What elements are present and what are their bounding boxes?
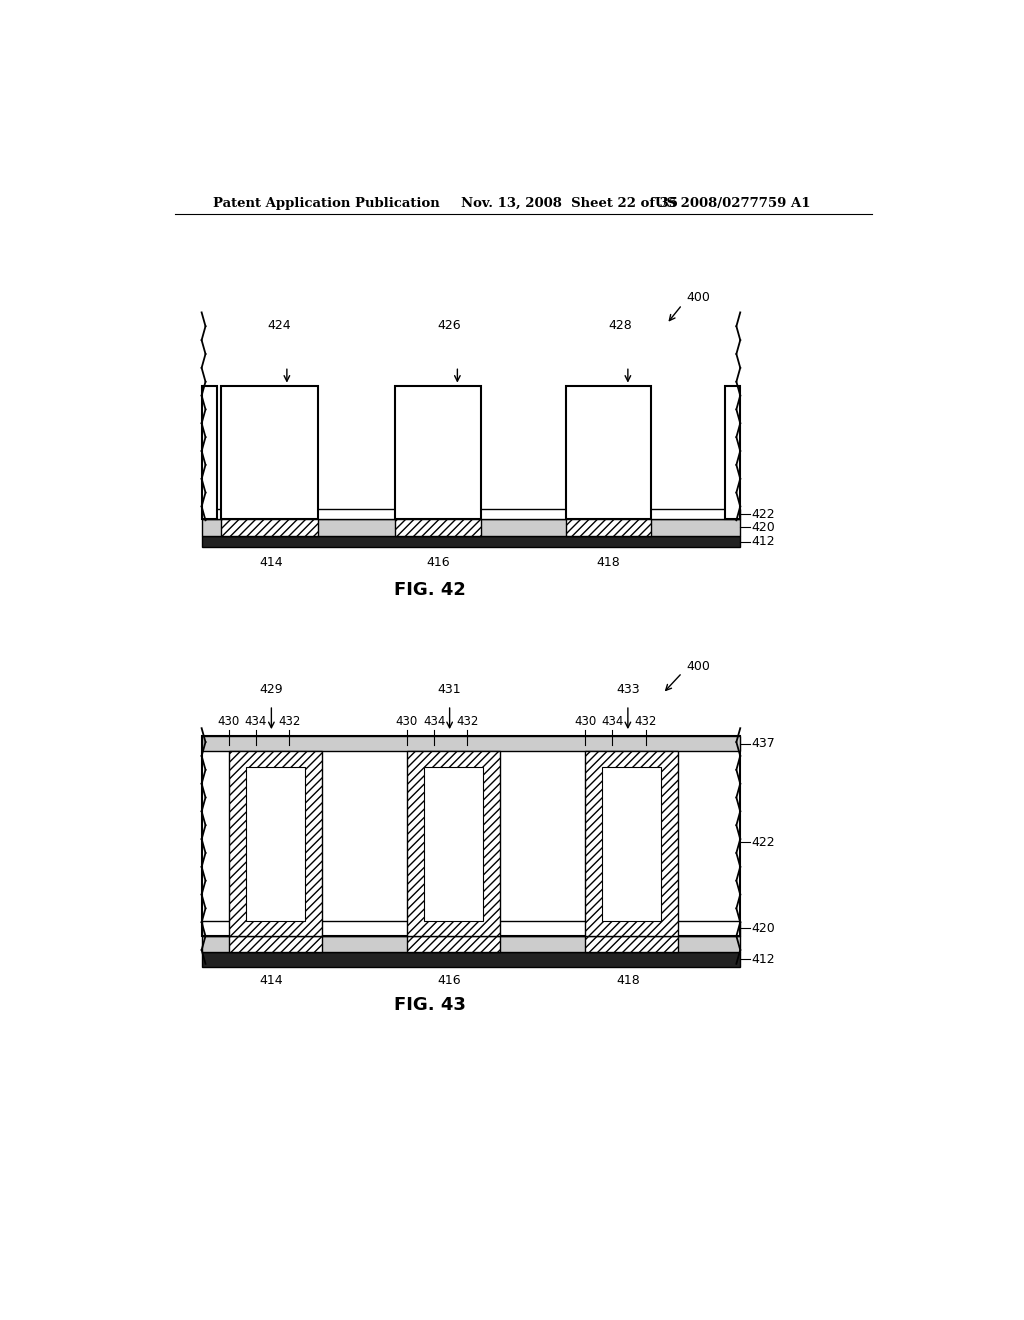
Bar [202, 936, 740, 952]
Text: 416: 416 [438, 974, 462, 987]
Text: 432: 432 [457, 715, 478, 729]
Text: 420: 420 [752, 520, 775, 533]
Bar [228, 936, 322, 952]
Text: 433: 433 [616, 684, 640, 696]
Text: 428: 428 [608, 318, 632, 331]
Text: FIG. 43: FIG. 43 [394, 997, 466, 1014]
Text: 424: 424 [267, 318, 291, 331]
Text: 430: 430 [396, 715, 418, 729]
Bar [228, 751, 322, 936]
Text: 422: 422 [752, 508, 775, 520]
Text: 412: 412 [752, 953, 775, 966]
Bar [566, 385, 651, 519]
Text: 430: 430 [574, 715, 596, 729]
Text: 434: 434 [245, 715, 267, 729]
Bar [566, 519, 651, 536]
Text: US 2008/0277759 A1: US 2008/0277759 A1 [655, 197, 811, 210]
Bar [202, 737, 740, 936]
Bar [407, 751, 500, 936]
Bar [202, 385, 217, 519]
Text: 422: 422 [752, 836, 775, 849]
Bar [424, 767, 483, 921]
Text: 429: 429 [259, 684, 284, 696]
Bar [202, 921, 740, 936]
Text: 418: 418 [616, 974, 640, 987]
Text: 426: 426 [438, 318, 462, 331]
Bar [202, 536, 740, 548]
Text: 431: 431 [438, 684, 462, 696]
Text: 416: 416 [426, 556, 450, 569]
Text: 400: 400 [686, 660, 710, 673]
Text: 400: 400 [686, 290, 710, 304]
Text: 420: 420 [752, 921, 775, 935]
Bar [725, 385, 740, 519]
Text: 432: 432 [278, 715, 300, 729]
Text: 437: 437 [752, 737, 775, 750]
Text: Nov. 13, 2008  Sheet 22 of 35: Nov. 13, 2008 Sheet 22 of 35 [461, 197, 678, 210]
Bar [395, 385, 480, 519]
Text: 414: 414 [259, 556, 284, 569]
Text: 412: 412 [752, 536, 775, 548]
Bar [246, 767, 305, 921]
Text: 432: 432 [635, 715, 656, 729]
Text: 434: 434 [601, 715, 624, 729]
Bar [407, 936, 500, 952]
Text: 430: 430 [218, 715, 240, 729]
Bar [202, 519, 740, 536]
Bar [202, 952, 740, 966]
Bar [602, 767, 662, 921]
Bar [221, 519, 317, 536]
Bar [202, 737, 740, 751]
Bar [586, 936, 678, 952]
Text: Patent Application Publication: Patent Application Publication [213, 197, 440, 210]
Text: 434: 434 [423, 715, 445, 729]
Text: 418: 418 [597, 556, 621, 569]
Text: FIG. 42: FIG. 42 [394, 581, 466, 598]
Bar [395, 519, 480, 536]
Bar [221, 385, 317, 519]
Bar [586, 751, 678, 936]
Bar [202, 508, 740, 519]
Text: 414: 414 [259, 974, 284, 987]
